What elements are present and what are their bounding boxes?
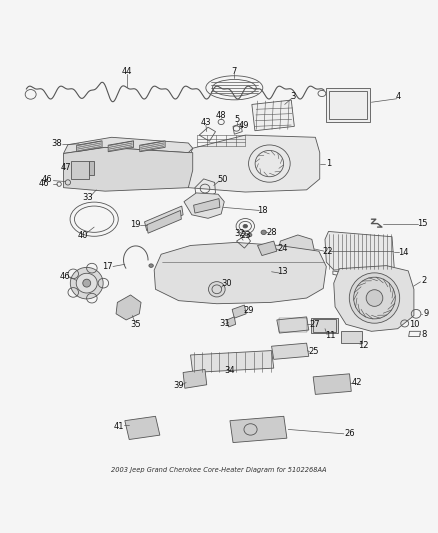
Text: 4: 4	[396, 92, 401, 101]
Text: 18: 18	[258, 206, 268, 215]
Bar	[341, 331, 362, 343]
Text: 44: 44	[122, 67, 132, 76]
Polygon shape	[191, 351, 274, 373]
Bar	[329, 91, 367, 119]
Ellipse shape	[83, 279, 91, 287]
Polygon shape	[64, 138, 193, 154]
Ellipse shape	[366, 290, 383, 306]
Text: 11: 11	[325, 331, 336, 340]
Bar	[326, 88, 370, 122]
Polygon shape	[227, 317, 236, 327]
Text: 26: 26	[344, 429, 355, 438]
Text: 27: 27	[309, 320, 320, 329]
Text: 12: 12	[358, 341, 369, 350]
Polygon shape	[184, 193, 224, 219]
Text: 43: 43	[201, 118, 211, 127]
Text: 22: 22	[322, 247, 333, 256]
Text: 25: 25	[308, 348, 318, 357]
Bar	[89, 160, 94, 174]
Text: 13: 13	[277, 267, 288, 276]
Text: 49: 49	[239, 121, 249, 130]
Text: 38: 38	[52, 139, 62, 148]
Text: 3: 3	[291, 92, 296, 101]
Ellipse shape	[243, 224, 247, 228]
Polygon shape	[230, 416, 287, 442]
Text: 42: 42	[352, 378, 362, 387]
Text: 17: 17	[102, 262, 113, 271]
Bar	[313, 319, 336, 332]
Text: 39: 39	[173, 381, 184, 390]
Text: 2: 2	[421, 276, 427, 285]
Text: 15: 15	[417, 219, 428, 228]
Text: 32: 32	[235, 229, 245, 238]
Polygon shape	[277, 317, 309, 333]
Polygon shape	[77, 141, 102, 152]
Ellipse shape	[350, 273, 399, 323]
Text: 10: 10	[409, 320, 419, 329]
Ellipse shape	[261, 230, 266, 235]
Text: 46: 46	[39, 179, 49, 188]
Text: 24: 24	[277, 245, 288, 254]
Bar	[311, 318, 338, 333]
Text: 50: 50	[217, 175, 228, 184]
Polygon shape	[258, 241, 277, 255]
Polygon shape	[325, 231, 394, 270]
Text: 29: 29	[244, 306, 254, 315]
Polygon shape	[334, 265, 414, 332]
Text: 48: 48	[216, 111, 226, 120]
Text: 8: 8	[421, 330, 427, 339]
Text: 40: 40	[78, 231, 88, 240]
Polygon shape	[147, 211, 181, 233]
Text: 2003 Jeep Grand Cherokee Core-Heater Diagram for 5102268AA: 2003 Jeep Grand Cherokee Core-Heater Dia…	[111, 467, 327, 473]
Polygon shape	[252, 100, 294, 131]
Polygon shape	[194, 199, 220, 213]
Ellipse shape	[70, 268, 103, 299]
Text: 1: 1	[326, 159, 331, 168]
Ellipse shape	[208, 281, 225, 297]
Polygon shape	[272, 343, 309, 359]
Text: 47: 47	[60, 164, 71, 173]
Text: 23: 23	[240, 231, 251, 240]
Text: 31: 31	[219, 319, 230, 328]
Polygon shape	[278, 235, 314, 261]
Text: 35: 35	[131, 320, 141, 329]
Ellipse shape	[149, 264, 153, 268]
Polygon shape	[145, 206, 183, 231]
Polygon shape	[64, 147, 193, 191]
Polygon shape	[108, 141, 134, 152]
Ellipse shape	[76, 273, 97, 293]
Bar	[279, 318, 307, 332]
Text: 14: 14	[398, 248, 408, 257]
Text: 33: 33	[82, 193, 93, 202]
Text: 41: 41	[114, 422, 124, 431]
Text: 19: 19	[130, 220, 140, 229]
Text: 7: 7	[232, 67, 237, 76]
Polygon shape	[140, 141, 165, 152]
Ellipse shape	[247, 233, 252, 237]
Polygon shape	[183, 369, 207, 388]
Text: 28: 28	[266, 228, 277, 237]
Text: 5: 5	[234, 115, 239, 124]
Text: 46: 46	[60, 272, 70, 281]
Polygon shape	[116, 295, 141, 320]
Polygon shape	[182, 135, 320, 192]
Polygon shape	[232, 305, 246, 318]
Text: 34: 34	[225, 366, 235, 375]
Bar	[71, 160, 89, 179]
Text: 30: 30	[222, 279, 232, 288]
Polygon shape	[154, 243, 326, 304]
Polygon shape	[125, 416, 160, 440]
Polygon shape	[313, 374, 351, 394]
Text: 9: 9	[423, 309, 428, 318]
Text: 46: 46	[42, 175, 53, 184]
